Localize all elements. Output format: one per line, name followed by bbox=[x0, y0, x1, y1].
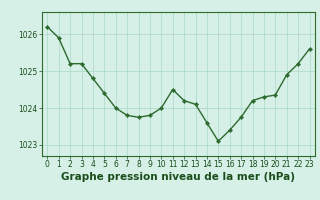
X-axis label: Graphe pression niveau de la mer (hPa): Graphe pression niveau de la mer (hPa) bbox=[61, 172, 295, 182]
